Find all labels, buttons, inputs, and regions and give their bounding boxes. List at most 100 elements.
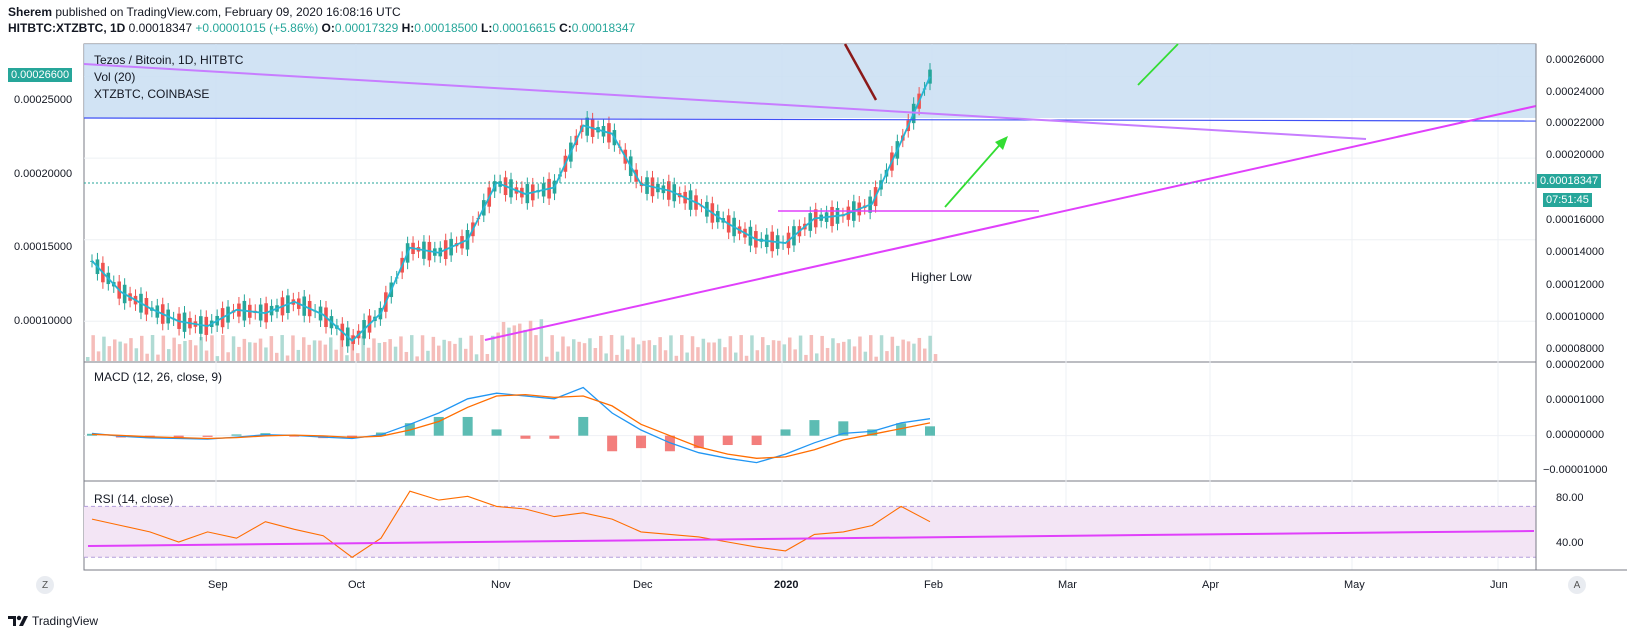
volume-bar <box>712 342 716 361</box>
volume-bar <box>793 349 797 361</box>
volume-bar <box>815 353 819 361</box>
volume-bar <box>588 338 592 361</box>
macd-axis-label: −0.00001000 <box>1543 464 1608 476</box>
time-axis-label: 2020 <box>774 579 799 591</box>
last-value: 0.00018347 <box>128 21 193 35</box>
symbol-label: HITBTC:XTZBTC, 1D <box>8 21 126 35</box>
volume-bar <box>264 347 268 361</box>
volume-bar <box>339 335 344 361</box>
compare-series-line <box>91 76 931 343</box>
volume-bar <box>91 335 95 361</box>
auto-scale-button[interactable]: A <box>1568 576 1586 594</box>
volume-bar <box>361 336 365 361</box>
volume-bar <box>696 347 700 361</box>
volume-bar <box>858 336 862 361</box>
volume-bar <box>242 338 247 361</box>
volume-bar <box>906 341 911 361</box>
macd-histogram-bar <box>636 435 647 449</box>
projection-arrow <box>944 139 1005 208</box>
volume-bar <box>204 350 209 361</box>
volume-bar <box>129 338 133 361</box>
time-axis-label: Sep <box>208 579 228 591</box>
right-axis-label: 0.00012000 <box>1546 279 1605 291</box>
volume-bar <box>410 335 414 361</box>
volume-bar <box>523 329 527 361</box>
high-label: H: <box>401 21 415 35</box>
volume-bar <box>518 323 522 361</box>
volume-bar <box>615 354 619 361</box>
macd-histogram-bar <box>693 435 704 449</box>
volume-bar <box>842 341 846 361</box>
volume-bar <box>701 338 706 361</box>
volume-bar <box>237 346 241 361</box>
volume-bar <box>658 337 662 361</box>
volume-bar <box>366 347 371 361</box>
volume-bar <box>453 343 457 361</box>
volume-bar <box>555 351 560 361</box>
volume-bar <box>350 335 355 361</box>
volume-bar <box>258 338 263 361</box>
volume-bar <box>798 335 803 361</box>
volume-bar <box>912 343 916 361</box>
volume-bar <box>329 337 333 361</box>
macd-histogram-bar <box>289 435 300 437</box>
volume-bar <box>626 349 630 361</box>
right-axis-label: 0.00014000 <box>1546 246 1605 258</box>
volume-bar <box>345 355 349 361</box>
macd-histogram-bar <box>838 421 849 436</box>
volume-bar <box>464 348 468 361</box>
author-name[interactable]: Sherem <box>8 5 53 19</box>
volume-bar <box>604 353 608 361</box>
volume-bar <box>480 335 484 361</box>
volume-bar <box>226 352 230 361</box>
volume-bar <box>663 350 668 361</box>
volume-bar <box>194 345 198 361</box>
volume-bar <box>393 346 398 361</box>
low-label: L: <box>481 21 493 35</box>
right-axis-label: 0.00010000 <box>1546 311 1605 323</box>
compare-label: XTZBTC, COINBASE <box>94 87 210 101</box>
volume-bar <box>86 357 90 361</box>
volume-bar <box>874 356 878 361</box>
volume-label: Vol (20) <box>94 70 136 84</box>
volume-bar <box>550 335 554 361</box>
tradingview-brand[interactable]: TradingView <box>32 614 99 628</box>
volume-bar <box>809 335 814 361</box>
macd-axis-label: 0.00000000 <box>1546 429 1605 441</box>
volume-bar <box>447 341 452 361</box>
volume-bar <box>863 351 868 361</box>
volume-bar <box>323 344 328 361</box>
time-axis-label: Oct <box>348 579 366 591</box>
volume-bar <box>285 355 290 361</box>
volume-bar <box>404 351 409 361</box>
volume-bar <box>599 335 603 361</box>
volume-bar <box>318 340 322 361</box>
volume-bar <box>307 344 311 361</box>
volume-bar <box>917 337 922 361</box>
volume-bar <box>118 341 122 361</box>
descending-trendline <box>83 63 1367 140</box>
time-axis-label: May <box>1344 579 1365 591</box>
zoom-button[interactable]: Z <box>36 576 54 594</box>
volume-bar <box>388 339 392 361</box>
right-axis-label: 0.00022000 <box>1546 117 1605 129</box>
volume-bar <box>415 356 419 361</box>
left-axis-label: 0.00025000 <box>14 94 73 106</box>
macd-drawing <box>84 386 1536 464</box>
volume-bar <box>539 319 544 361</box>
open-label: O: <box>321 21 335 35</box>
volume-bar <box>636 344 641 361</box>
macd-histogram-bar <box>896 423 907 436</box>
volume-bar <box>647 340 652 361</box>
macd-histogram-bar <box>549 435 560 439</box>
change-value: +0.00001015 (+5.86%) <box>195 21 319 35</box>
volume-bar <box>669 335 673 361</box>
volume-bar <box>566 346 571 361</box>
volume-bar <box>161 335 166 361</box>
time-axis-label: Apr <box>1202 579 1220 591</box>
volume-bar <box>885 351 889 361</box>
volume-bar <box>685 352 689 361</box>
volume-bar <box>426 350 430 361</box>
macd-histogram-bar <box>578 416 589 436</box>
